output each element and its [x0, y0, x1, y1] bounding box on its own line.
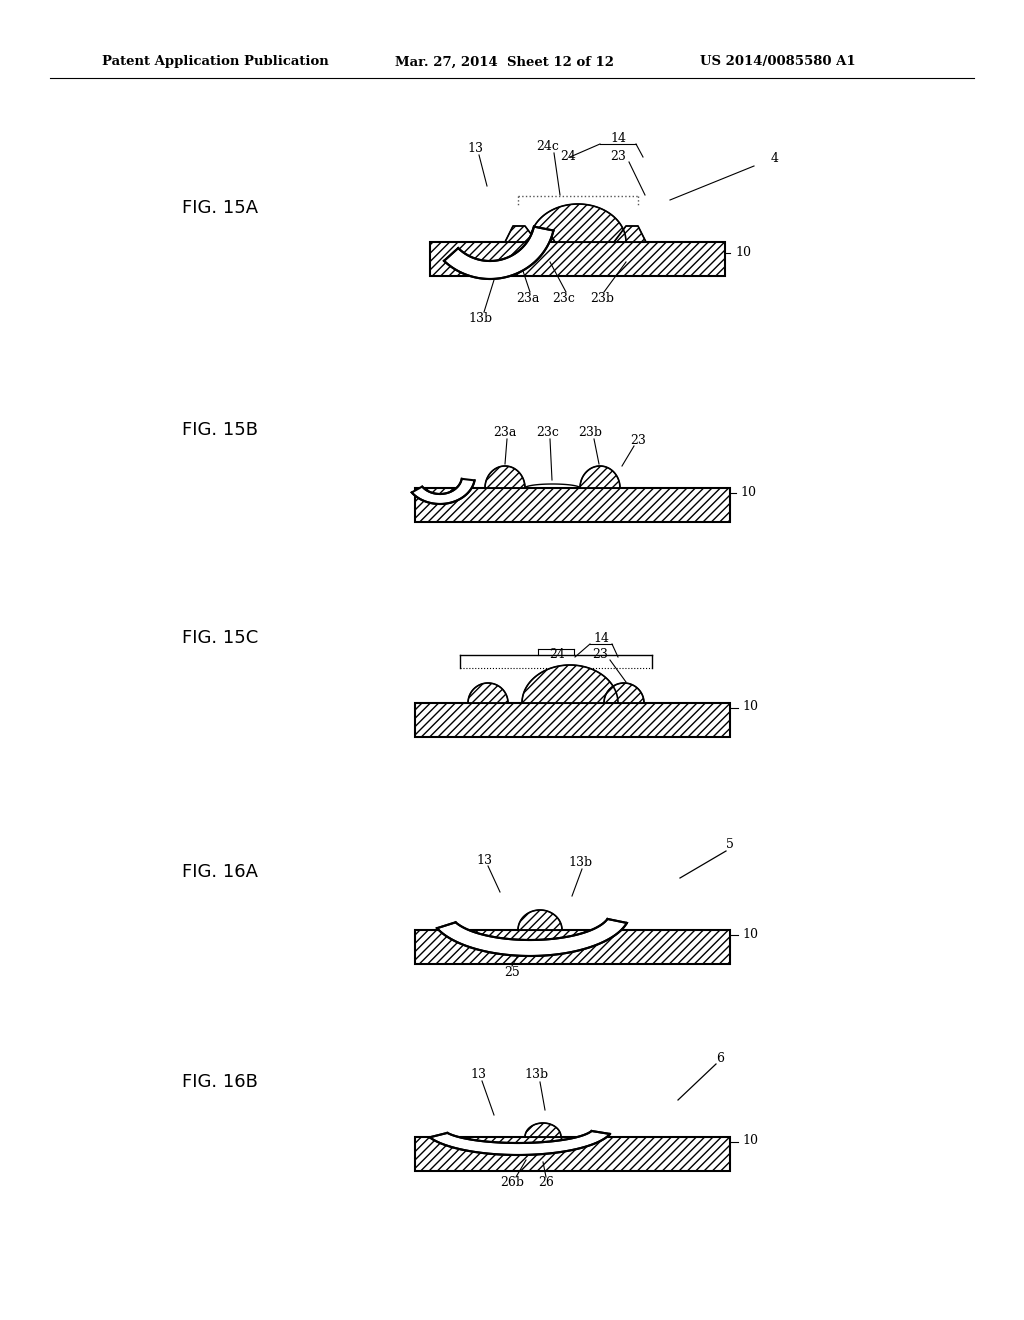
Bar [430, 242, 725, 276]
Polygon shape [412, 479, 474, 504]
Text: Mar. 27, 2014  Sheet 12 of 12: Mar. 27, 2014 Sheet 12 of 12 [395, 55, 614, 69]
Polygon shape [444, 227, 553, 279]
Polygon shape [522, 665, 618, 704]
Bar [415, 704, 730, 737]
Text: 23: 23 [630, 433, 646, 446]
Text: 13: 13 [476, 854, 492, 866]
Text: 5: 5 [726, 838, 734, 851]
Polygon shape [505, 226, 537, 242]
Text: 26b: 26b [500, 1176, 524, 1189]
Text: 14: 14 [593, 631, 609, 644]
Text: 23a: 23a [516, 292, 540, 305]
Text: FIG. 15C: FIG. 15C [182, 630, 258, 647]
Text: 13b: 13b [524, 1068, 548, 1081]
Text: 13b: 13b [568, 855, 592, 869]
Text: 4: 4 [771, 152, 779, 165]
Text: 10: 10 [742, 1134, 758, 1147]
Polygon shape [543, 232, 555, 242]
Polygon shape [580, 466, 620, 488]
Text: FIG. 16B: FIG. 16B [182, 1073, 258, 1092]
Text: FIG. 16A: FIG. 16A [182, 863, 258, 880]
Polygon shape [604, 682, 644, 704]
Text: FIG. 15A: FIG. 15A [182, 199, 258, 216]
Text: 23c: 23c [537, 425, 559, 438]
Polygon shape [437, 919, 627, 956]
Text: 26: 26 [538, 1176, 554, 1189]
Text: Patent Application Publication: Patent Application Publication [102, 55, 329, 69]
Text: FIG. 15B: FIG. 15B [182, 421, 258, 440]
Text: 10: 10 [742, 928, 758, 940]
Text: US 2014/0085580 A1: US 2014/0085580 A1 [700, 55, 856, 69]
Text: 13: 13 [470, 1068, 486, 1081]
Polygon shape [430, 1131, 610, 1155]
Text: 10: 10 [742, 701, 758, 714]
Bar [415, 931, 730, 964]
Polygon shape [530, 205, 626, 242]
Text: 23b: 23b [578, 425, 602, 438]
Bar [415, 488, 730, 521]
Polygon shape [468, 682, 508, 704]
Text: 13: 13 [467, 141, 483, 154]
Polygon shape [614, 226, 646, 242]
Text: 24: 24 [560, 150, 575, 164]
Bar [415, 1137, 730, 1171]
Text: 10: 10 [740, 486, 756, 499]
Text: 24: 24 [549, 648, 565, 661]
Polygon shape [525, 1123, 561, 1137]
Text: 23: 23 [610, 150, 626, 164]
Text: 13b: 13b [468, 312, 493, 325]
Text: 6: 6 [716, 1052, 724, 1064]
Polygon shape [485, 466, 525, 488]
Text: 23c: 23c [553, 292, 575, 305]
Polygon shape [518, 909, 562, 931]
Text: 24c: 24c [537, 140, 559, 153]
Text: 23a: 23a [494, 425, 517, 438]
Text: 14: 14 [610, 132, 626, 144]
Text: 23b: 23b [590, 292, 614, 305]
Text: 10: 10 [735, 246, 751, 259]
Text: 23: 23 [592, 648, 608, 661]
Text: 25: 25 [504, 965, 520, 978]
